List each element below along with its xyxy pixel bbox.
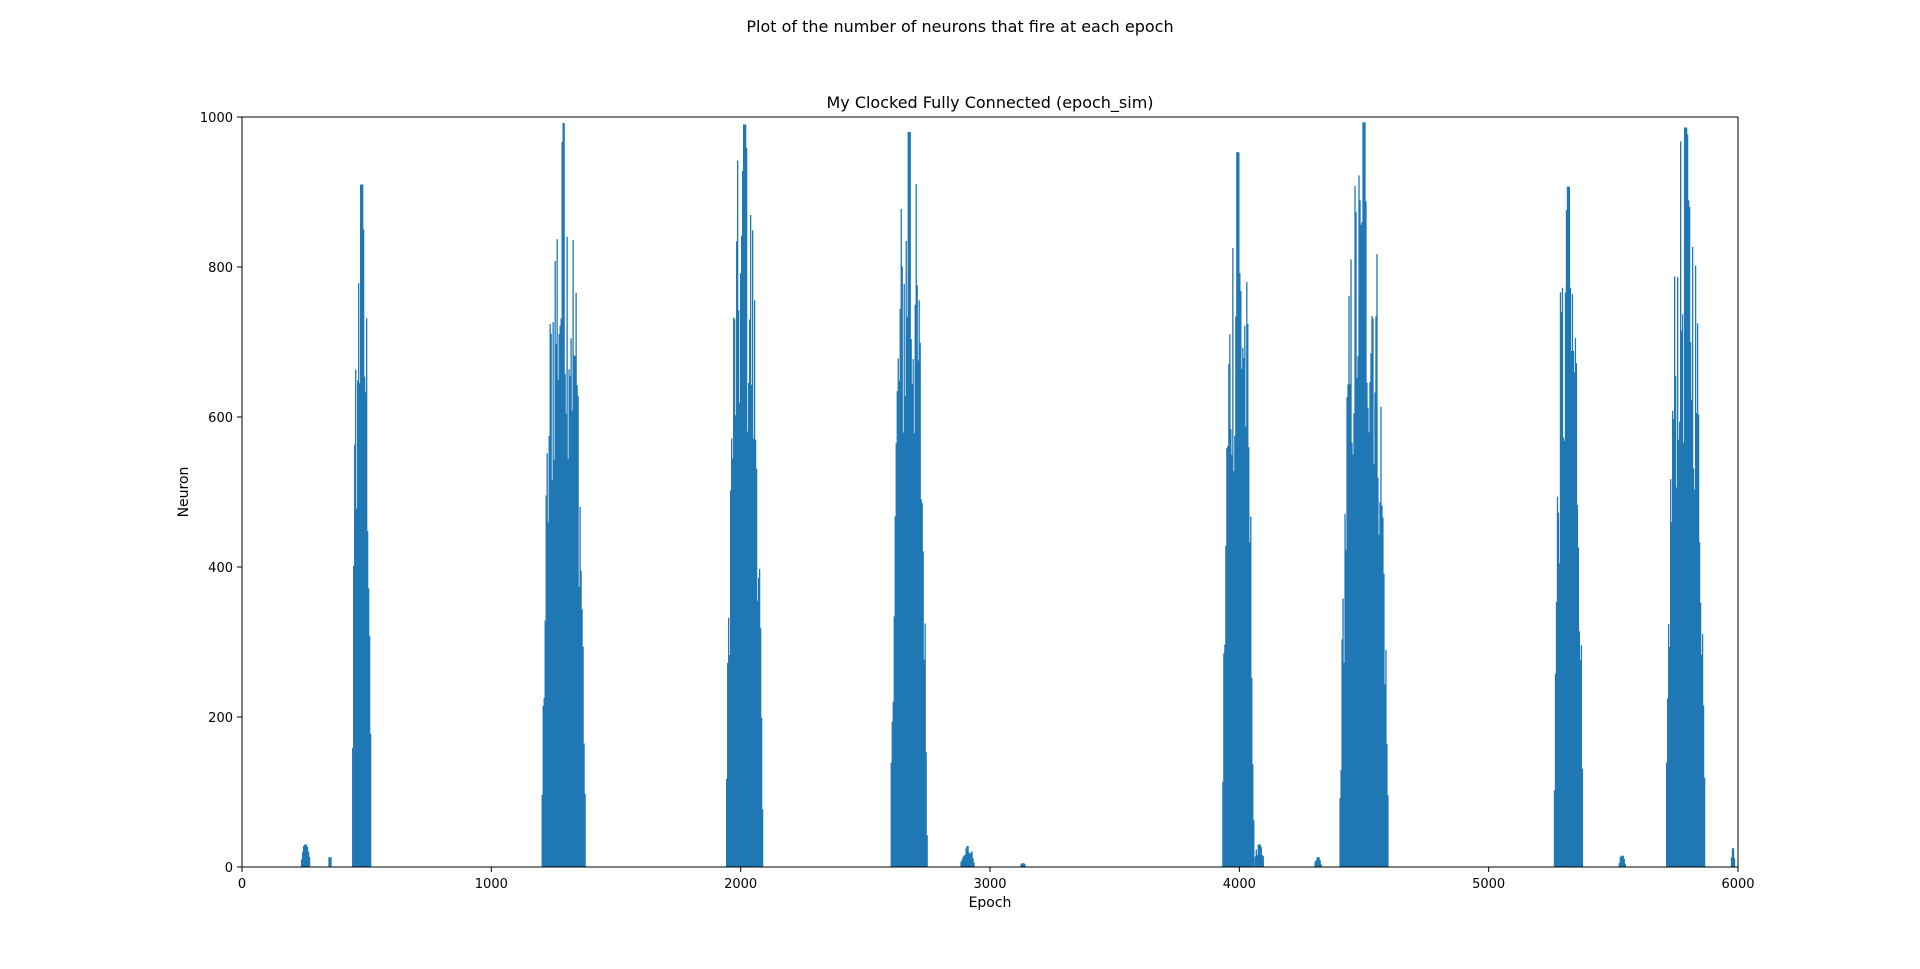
bar: [1666, 127, 1706, 867]
bar: [1553, 186, 1584, 867]
burst-0: [300, 844, 311, 867]
burst-7: [1020, 863, 1026, 867]
bar: [726, 124, 764, 867]
y-tick-label: 600: [208, 411, 233, 426]
bar: [1730, 848, 1736, 867]
y-tick-label: 1000: [200, 111, 233, 126]
x-axis: 0 1000 2000 3000 4000 5000 6000: [238, 867, 1755, 892]
burst-2: [352, 184, 372, 867]
x-axis-label: Epoch: [969, 895, 1012, 911]
x-tick-label: 6000: [1721, 877, 1754, 892]
y-tick-label: 0: [225, 861, 233, 876]
bar: [352, 184, 372, 867]
burst-10: [1314, 857, 1322, 867]
bars-layer: [300, 122, 1736, 867]
x-tick-label: 1000: [475, 877, 508, 892]
y-tick-label: 200: [208, 711, 233, 726]
burst-13: [1618, 855, 1626, 867]
burst-12: [1553, 186, 1584, 867]
x-tick-label: 0: [238, 877, 246, 892]
burst-15: [1730, 848, 1736, 867]
bar: [328, 857, 332, 867]
bar: [960, 846, 975, 867]
burst-14: [1666, 127, 1706, 867]
burst-11: [1339, 122, 1389, 867]
burst-8: [1222, 152, 1255, 867]
bar: [300, 844, 311, 867]
x-tick-label: 5000: [1472, 877, 1505, 892]
bar: [1339, 122, 1389, 867]
burst-5: [890, 132, 928, 867]
burst-4: [726, 124, 764, 867]
bar: [1254, 844, 1264, 867]
bar: [1314, 857, 1322, 867]
burst-6: [960, 846, 975, 867]
bar: [890, 132, 928, 867]
bar: [1020, 863, 1026, 867]
figure-suptitle: Plot of the number of neurons that fire …: [746, 17, 1173, 36]
bar: [1222, 152, 1255, 867]
x-tick-label: 3000: [973, 877, 1006, 892]
burst-3: [541, 123, 586, 867]
burst-9: [1254, 844, 1264, 867]
chart-title: My Clocked Fully Connected (epoch_sim): [826, 93, 1153, 113]
burst-1: [328, 857, 332, 867]
x-tick-label: 2000: [724, 877, 757, 892]
x-tick-label: 4000: [1223, 877, 1256, 892]
y-tick-label: 800: [208, 261, 233, 276]
y-tick-label: 400: [208, 561, 233, 576]
y-axis-label: Neuron: [176, 467, 192, 518]
bar: [541, 123, 586, 867]
bar: [1618, 855, 1626, 867]
y-axis: 0 200 400 600 800 1000: [200, 111, 242, 876]
